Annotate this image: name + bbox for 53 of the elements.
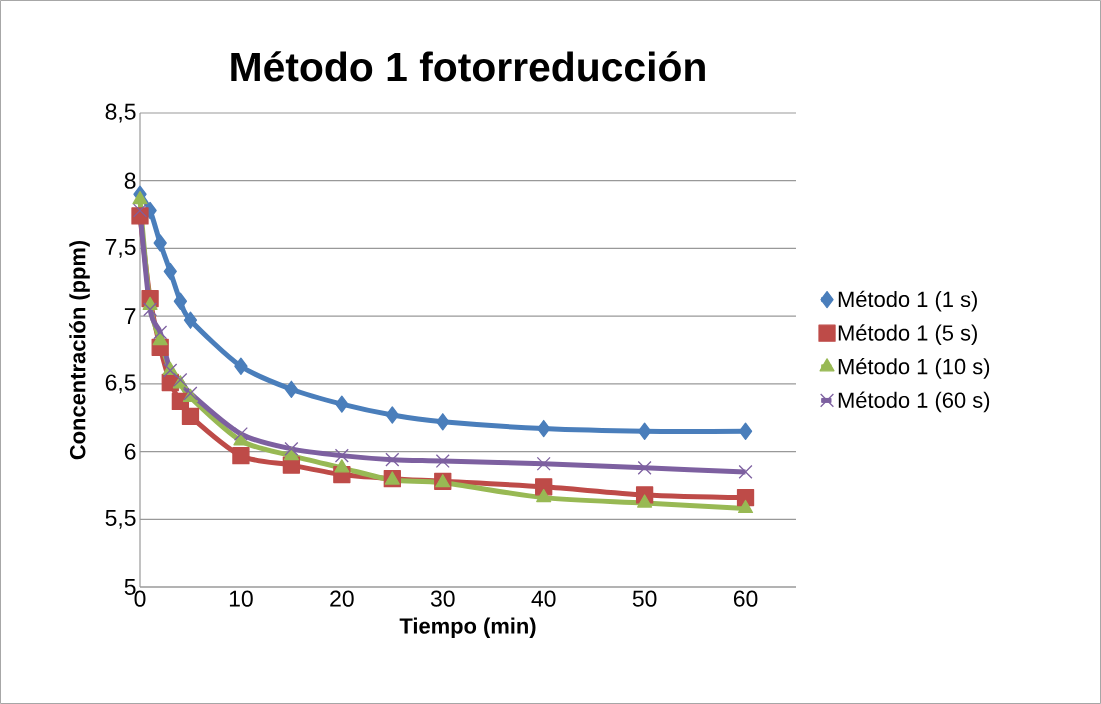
point xyxy=(738,422,753,440)
y-tick-label: 6,5 xyxy=(105,374,136,394)
legend-label: Método 1 (10 s) xyxy=(838,357,990,379)
y-tick-label: 8 xyxy=(124,172,136,189)
point xyxy=(737,499,754,514)
point xyxy=(637,494,653,508)
point xyxy=(232,446,250,465)
point xyxy=(435,454,450,469)
point xyxy=(334,459,350,473)
point xyxy=(335,395,349,413)
point xyxy=(173,292,188,310)
point xyxy=(385,406,399,424)
x-tick-label: 60 xyxy=(733,590,758,607)
x-tick-label: 30 xyxy=(430,590,455,607)
point xyxy=(637,460,652,475)
point xyxy=(233,426,248,441)
point xyxy=(536,456,551,471)
point xyxy=(385,452,400,467)
point xyxy=(153,325,168,340)
y-tick-label: 5 xyxy=(124,579,136,595)
legend-label: Método 1 (60 s) xyxy=(838,391,990,413)
x-axis-title: Tiempo (min) xyxy=(399,617,536,639)
point xyxy=(152,331,168,346)
x-tick-label: 0 xyxy=(134,590,146,607)
y-tick-label: 8,5 xyxy=(105,103,136,123)
point xyxy=(132,191,148,205)
point xyxy=(183,311,198,329)
y-tick-label: 6 xyxy=(124,443,136,460)
point xyxy=(284,380,299,398)
point xyxy=(132,203,148,218)
chart-title: Método 1 fotorreducción xyxy=(231,51,705,82)
y-tick-label: 7 xyxy=(124,308,136,325)
x-tick-label: 20 xyxy=(330,590,354,607)
point xyxy=(284,441,299,456)
y-tick-label: 7,5 xyxy=(105,239,136,258)
x-tick-label: 40 xyxy=(531,590,556,607)
x-tick-label: 50 xyxy=(632,590,657,607)
point xyxy=(738,464,753,479)
point xyxy=(143,302,158,317)
point xyxy=(334,448,349,463)
point xyxy=(153,234,167,252)
point xyxy=(234,357,248,375)
point xyxy=(163,262,177,281)
legend-label: Método 1 (1 s) xyxy=(838,290,977,312)
y-axis-title: Concentración (ppm) xyxy=(69,240,90,460)
point xyxy=(537,419,551,438)
point xyxy=(181,407,200,426)
point xyxy=(536,488,552,503)
y-tick-label: 5,5 xyxy=(105,509,136,529)
x-tick-label: 10 xyxy=(229,590,253,607)
legend-label: Método 1 (5 s) xyxy=(838,324,977,346)
point xyxy=(637,422,652,440)
point xyxy=(436,413,450,431)
